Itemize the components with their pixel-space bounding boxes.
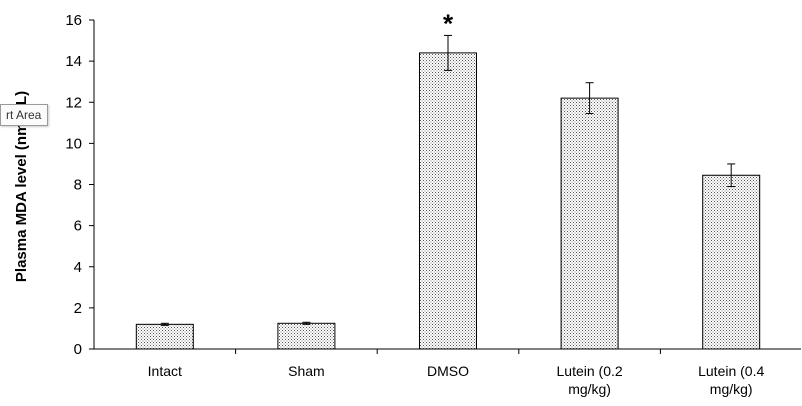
y-tick-label: 6 — [74, 218, 82, 235]
y-tick-label: 0 — [74, 341, 82, 358]
y-tick-label: 2 — [74, 300, 82, 317]
bar — [702, 174, 761, 350]
y-axis-title: Plasma MDA level (nmol/L) — [13, 91, 30, 282]
annotations: * — [443, 8, 454, 38]
category-label: Lutein (0.4 mg/kg) — [698, 363, 764, 397]
category-label: Sham — [288, 363, 325, 379]
category-labels: Intact Sham DMSO Lutein (0.2 mg/kg) Lutein (0… — [148, 363, 765, 397]
bar — [135, 323, 194, 350]
category-label: Lutein (0.2 mg/kg) — [557, 363, 623, 397]
y-tick-label: 16 — [65, 12, 82, 29]
bar — [277, 322, 336, 350]
bar — [560, 97, 619, 350]
significance-marker: * — [443, 8, 454, 38]
error-bars — [160, 34, 736, 326]
bar — [419, 52, 477, 350]
y-tick-label: 12 — [65, 94, 82, 111]
chart-area-tooltip: rt Area — [0, 104, 49, 126]
category-label: DMSO — [427, 363, 469, 379]
category-label: Intact — [148, 363, 182, 379]
y-tick-label: 4 — [74, 259, 82, 276]
y-axis-ticks: 0 2 4 6 8 10 12 14 16 — [65, 12, 661, 358]
y-tick-label: 8 — [74, 177, 82, 194]
y-tick-label: 14 — [65, 53, 82, 70]
y-tick-label: 10 — [65, 135, 82, 152]
bars — [135, 52, 761, 350]
